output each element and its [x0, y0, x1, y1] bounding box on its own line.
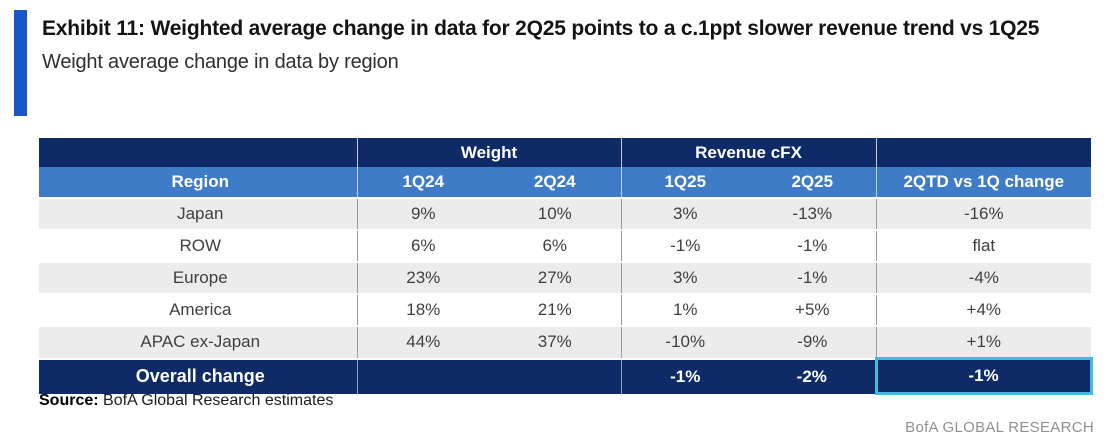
- source-label: Source:: [39, 392, 99, 409]
- group-header-change-empty: [875, 138, 1092, 167]
- exhibit-title: Exhibit 11: Weighted average change in d…: [42, 17, 1040, 40]
- value-cell: -10%: [620, 325, 750, 360]
- value-cell: -1%: [620, 358, 750, 394]
- value-cell: 1%: [620, 294, 750, 326]
- table-row-row: ROW 6% 6% -1% -1% flat: [39, 230, 1092, 262]
- value-cell: 9%: [356, 197, 489, 231]
- value-cell: 23%: [356, 261, 489, 295]
- value-cell: -16%: [875, 197, 1092, 231]
- value-cell: 6%: [356, 230, 489, 262]
- value-cell: +4%: [875, 294, 1092, 326]
- value-cell: -9%: [749, 325, 877, 360]
- table-row-europe: Europe 23% 27% 3% -1% -4%: [39, 261, 1092, 295]
- table-group-header-row: Weight Revenue cFX: [39, 138, 1092, 167]
- value-cell: 27%: [489, 261, 622, 295]
- total-label: Overall change: [39, 358, 357, 394]
- region-label: Japan: [39, 197, 357, 231]
- data-table: Weight Revenue cFX Region 1Q24 2Q24 1Q25…: [39, 138, 1093, 395]
- title-accent-bar: [14, 10, 27, 116]
- brand-footer: BofA GLOBAL RESEARCH: [905, 419, 1094, 436]
- column-header-1q24: 1Q24: [356, 167, 489, 198]
- value-cell: flat: [875, 230, 1092, 262]
- highlighted-overall-change-cell: -1%: [874, 357, 1093, 395]
- region-label: ROW: [39, 230, 357, 262]
- table-row-overall-change: Overall change -1% -2% -1%: [39, 357, 1093, 395]
- value-cell: 18%: [356, 294, 489, 326]
- table-row-apac-ex-japan: APAC ex-Japan 44% 37% -10% -9% +1%: [39, 325, 1092, 360]
- column-header-2q24: 2Q24: [489, 167, 622, 198]
- value-cell: +5%: [749, 294, 877, 326]
- exhibit-subtitle: Weight average change in data by region: [42, 51, 399, 73]
- group-header-empty: [39, 138, 357, 167]
- group-header-revenue-cfx: Revenue cFX: [620, 138, 877, 167]
- table-row-japan: Japan 9% 10% 3% -13% -16%: [39, 197, 1092, 231]
- column-header-1q25: 1Q25: [620, 167, 750, 198]
- value-cell: 3%: [620, 261, 750, 295]
- value-cell: 3%: [620, 197, 750, 231]
- value-cell: -1%: [620, 230, 750, 262]
- table-column-header-row: Region 1Q24 2Q24 1Q25 2Q25 2QTD vs 1Q ch…: [39, 167, 1092, 198]
- value-cell: 10%: [489, 197, 622, 231]
- region-label: America: [39, 294, 357, 326]
- value-cell: -2%: [749, 358, 877, 394]
- value-cell: -1%: [749, 261, 877, 295]
- value-cell: [489, 358, 622, 394]
- column-header-2q25: 2Q25: [749, 167, 877, 198]
- title-block: Exhibit 11: Weighted average change in d…: [42, 11, 1047, 76]
- column-header-2qtd-change: 2QTD vs 1Q change: [875, 167, 1092, 198]
- value-cell: 21%: [489, 294, 622, 326]
- region-label: Europe: [39, 261, 357, 295]
- table-row-america: America 18% 21% 1% +5% +4%: [39, 294, 1092, 326]
- column-header-region: Region: [39, 167, 357, 198]
- value-cell: 6%: [489, 230, 622, 262]
- source-line: Source: BofA Global Research estimates: [39, 392, 333, 410]
- value-cell: 37%: [489, 325, 622, 360]
- value-cell: [356, 358, 489, 394]
- source-text: BofA Global Research estimates: [98, 392, 334, 409]
- value-cell: 44%: [356, 325, 489, 360]
- group-header-weight: Weight: [356, 138, 622, 167]
- value-cell: -1%: [749, 230, 877, 262]
- region-label: APAC ex-Japan: [39, 325, 357, 360]
- value-cell: -4%: [875, 261, 1092, 295]
- value-cell: -13%: [749, 197, 877, 231]
- value-cell: +1%: [875, 325, 1092, 360]
